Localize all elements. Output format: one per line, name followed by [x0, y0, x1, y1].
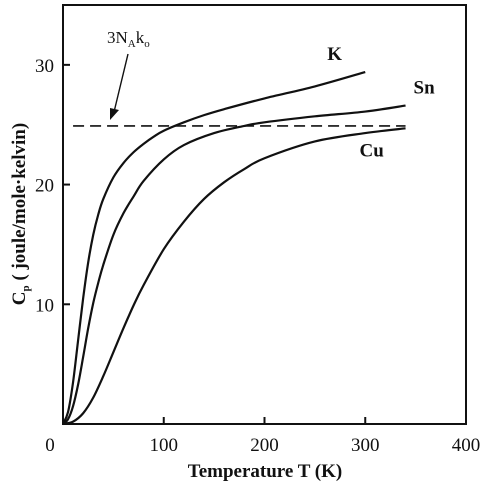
axis-ticks: [62, 63, 467, 424]
series-label-k: K: [327, 44, 342, 65]
series-curve-sn: [62, 104, 406, 425]
x-tick-label: 100: [150, 435, 179, 456]
ref-label-sub-o: o: [144, 38, 150, 50]
x-tick-label: 200: [250, 435, 279, 456]
series-labels: K Sn Cu: [327, 44, 435, 161]
y-tick-label: 20: [35, 176, 54, 197]
axis-tick-labels: 0 100 200 300 400 10 20 30: [35, 56, 480, 456]
y-tick-label: 10: [35, 295, 54, 316]
reference-line-label: 3NAko: [107, 28, 150, 50]
y-axis-title-rest: ( joule/mole·kelvin): [9, 123, 30, 286]
x-tick-label: 0: [45, 435, 55, 456]
y-axis-title-c: C: [9, 291, 30, 305]
reference-arrow-shaft: [113, 53, 129, 113]
series-curve-k: [61, 70, 366, 425]
y-tick-label: 30: [35, 56, 54, 77]
series-curve-cu: [62, 127, 406, 426]
series-label-sn: Sn: [414, 78, 436, 99]
x-tick-label: 300: [351, 435, 380, 456]
series-label-cu: Cu: [360, 140, 385, 161]
x-axis-title: Temperature T (K): [188, 461, 342, 482]
y-axis-title-sub: p: [20, 285, 32, 291]
y-axis-title: Cp ( joule/mole·kelvin): [9, 123, 32, 305]
ref-label-k: k: [136, 28, 145, 47]
series-curves: [61, 70, 406, 426]
x-tick-label: 400: [452, 435, 481, 456]
reference-arrow-head: [110, 108, 119, 120]
ref-label-3n: 3N: [107, 28, 128, 47]
ref-label-sub-a: A: [128, 38, 136, 50]
